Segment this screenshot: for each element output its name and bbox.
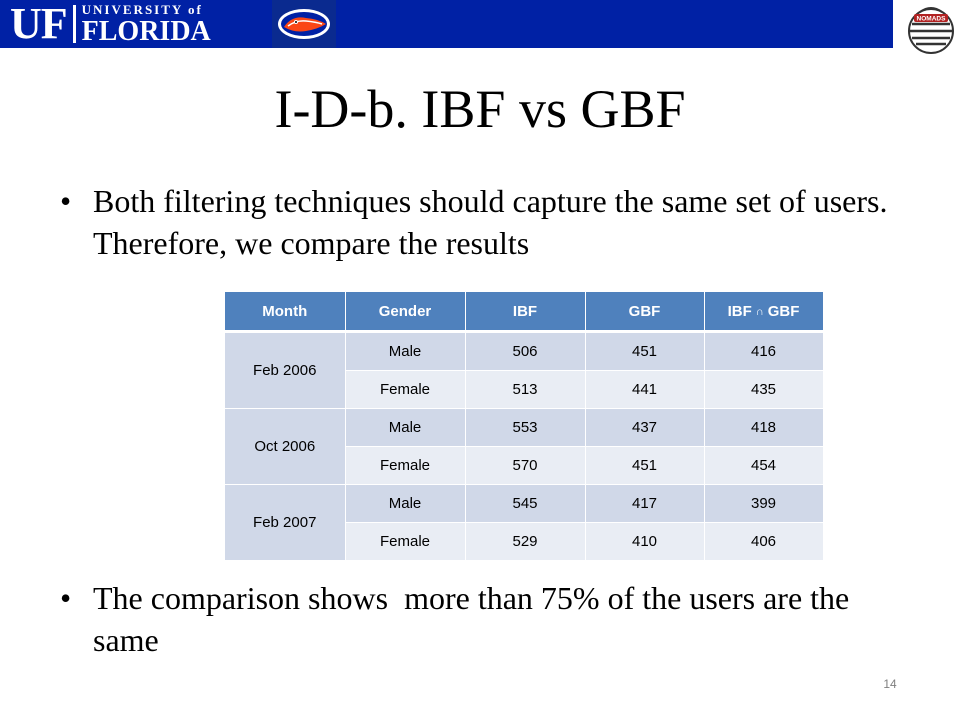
gender-cell: Female — [345, 446, 466, 485]
intersection-cell: 435 — [704, 370, 824, 409]
bullet-text: Both filtering techniques should capture… — [93, 183, 888, 261]
gender-cell: Male — [345, 408, 466, 447]
uf-monogram: UF — [10, 0, 68, 48]
nomads-logo-icon: NOMADS — [908, 7, 954, 54]
page-number: 14 — [883, 677, 897, 691]
bullet-item: • The comparison shows more than 75% of … — [60, 577, 920, 661]
header-month: Month — [225, 292, 346, 333]
gator-logo-icon — [272, 0, 336, 48]
gbf-cell: 451 — [585, 446, 705, 485]
header-intersection-right: GBF — [767, 302, 800, 320]
header-intersection: IBF ∩ GBF — [704, 292, 824, 333]
gbf-cell: 441 — [585, 370, 705, 409]
logo-divider — [72, 5, 76, 43]
table-row: Female 513 441 435 — [225, 370, 824, 409]
bullet-dot-icon: • — [60, 580, 72, 616]
gender-cell: Female — [345, 522, 466, 561]
results-table: Month Gender IBF GBF IBF ∩ GBF Feb 2006 Ma… — [225, 292, 824, 561]
ibf-cell: 529 — [465, 522, 586, 561]
table-row: Female 529 410 406 — [225, 522, 824, 561]
bullet-dot-icon: • — [60, 183, 72, 219]
gbf-cell: 417 — [585, 484, 705, 523]
uf-florida-text: FLORIDA — [81, 15, 211, 47]
ibf-cell: 553 — [465, 408, 586, 447]
slide-title: I-D-b. IBF vs GBF — [274, 79, 686, 139]
ibf-cell: 506 — [465, 331, 586, 371]
gender-cell: Female — [345, 370, 466, 409]
gbf-cell: 410 — [585, 522, 705, 561]
intersection-cell: 454 — [704, 446, 824, 485]
intersection-cell: 406 — [704, 522, 824, 561]
table-row: Feb 2007 Male 545 417 399 — [225, 484, 824, 561]
header-gender: Gender — [345, 292, 466, 333]
gender-cell: Male — [345, 484, 466, 523]
table-header-row: Month Gender IBF GBF IBF ∩ GBF — [225, 292, 824, 333]
ibf-cell: 570 — [465, 446, 586, 485]
uf-wordmark: UNIVERSITY of FLORIDA — [82, 3, 211, 46]
intersection-cell: 399 — [704, 484, 824, 523]
month-cell: Feb 2006 — [225, 331, 346, 409]
intersection-icon: ∩ — [755, 305, 764, 318]
ibf-cell: 545 — [465, 484, 586, 523]
uf-university-text: UNIVERSITY of — [81, 1, 203, 17]
table-row: Oct 2006 Male 553 437 418 — [225, 408, 824, 485]
intersection-cell: 418 — [704, 408, 824, 447]
gbf-cell: 451 — [585, 331, 705, 371]
table-row: Feb 2006 Male 506 451 416 — [225, 331, 824, 409]
bullet-item: • Both filtering techniques should captu… — [60, 180, 920, 264]
intersection-cell: 416 — [704, 331, 824, 371]
header-gbf: GBF — [585, 292, 705, 333]
bullet-text: The comparison shows more than 75% of th… — [93, 580, 858, 658]
nomads-logo-text: NOMADS — [917, 16, 947, 23]
month-cell: Feb 2007 — [225, 484, 346, 561]
table-row: Female 570 451 454 — [225, 446, 824, 485]
month-cell: Oct 2006 — [225, 408, 346, 485]
uf-logo: UF UNIVERSITY of FLORIDA — [0, 0, 272, 48]
ibf-cell: 513 — [465, 370, 586, 409]
gbf-cell: 437 — [585, 408, 705, 447]
gender-cell: Male — [345, 331, 466, 371]
header-ibf: IBF — [465, 292, 586, 333]
header-intersection-left: IBF — [727, 302, 752, 320]
